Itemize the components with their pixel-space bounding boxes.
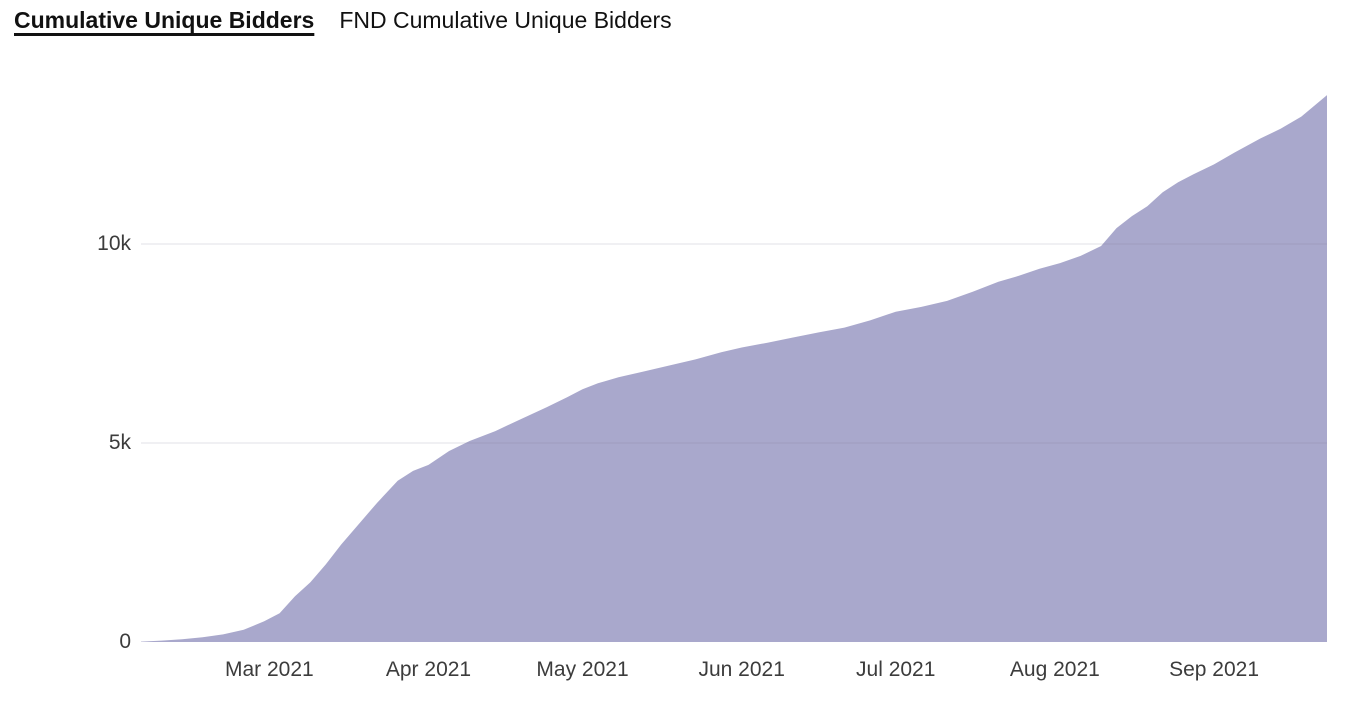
y-axis-tick-label: 5k: [108, 431, 131, 454]
x-axis-tick-label: Apr 2021: [385, 658, 472, 681]
chart-subtitle: FND Cumulative Unique Bidders: [339, 7, 672, 33]
chart-title-link[interactable]: Cumulative Unique Bidders: [14, 7, 315, 33]
y-axis-tick-label: 0: [119, 630, 131, 653]
gridlines: [141, 243, 1327, 444]
area-series: [141, 95, 1327, 643]
x-axis-tick-label: Jun 2021: [698, 658, 785, 681]
x-axis-tick-label: Aug 2021: [1009, 658, 1100, 681]
y-axis-tick-label: 10k: [97, 232, 131, 255]
x-axis-tick-label: Jul 2021: [856, 658, 936, 681]
x-axis-tick-label: May 2021: [536, 658, 629, 681]
x-axis-tick-label: Sep 2021: [1169, 658, 1259, 681]
chart-header: Cumulative Unique Bidders FND Cumulative…: [14, 7, 672, 34]
x-axis-tick-label: Mar 2021: [224, 658, 314, 681]
